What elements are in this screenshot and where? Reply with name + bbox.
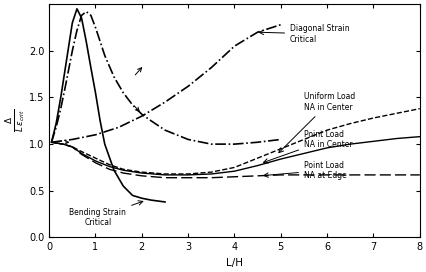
Text: Bending Strain
Critical: Bending Strain Critical <box>69 201 142 227</box>
Text: Point Load
NA in Center: Point Load NA in Center <box>263 130 352 163</box>
Text: Uniform Load
NA in Center: Uniform Load NA in Center <box>278 92 354 153</box>
Text: Point Load
NA at Edge: Point Load NA at Edge <box>263 160 346 180</box>
Text: Diagonal Strain
Critical: Diagonal Strain Critical <box>259 24 349 44</box>
Y-axis label: $\frac{\Delta}{L\,\varepsilon_{crit}}$: $\frac{\Delta}{L\,\varepsilon_{crit}}$ <box>4 109 28 132</box>
X-axis label: L/H: L/H <box>225 258 242 268</box>
